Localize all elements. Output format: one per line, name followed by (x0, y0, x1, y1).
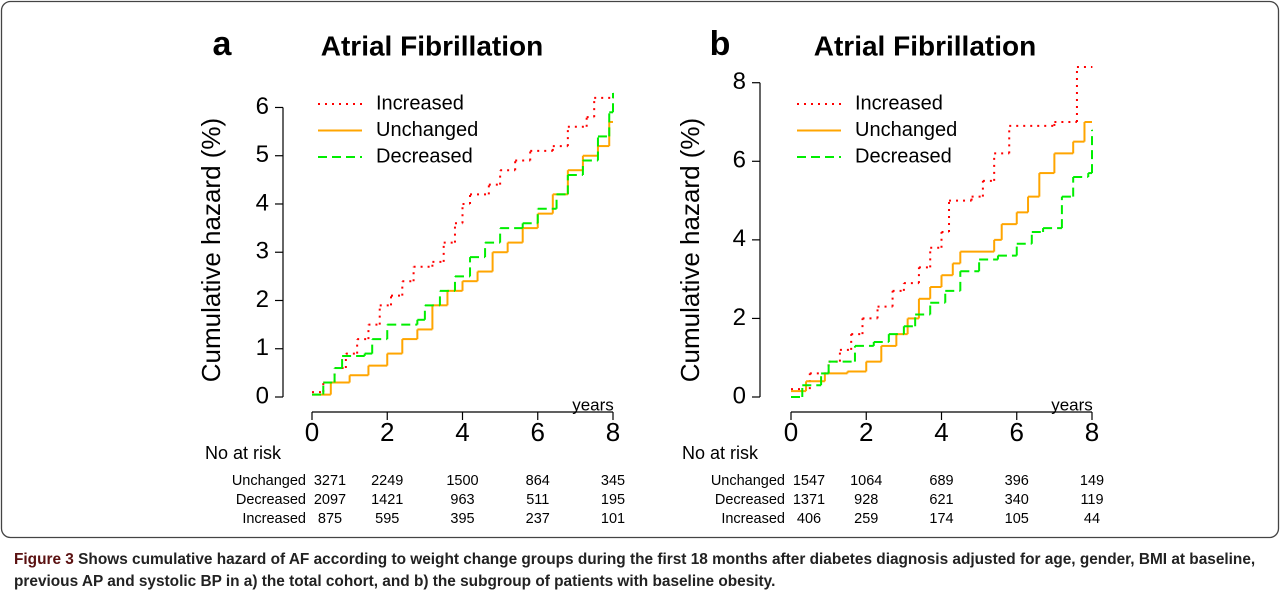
risk-row-label: Unchanged (711, 473, 785, 489)
x-tick-label: 0 (305, 417, 319, 447)
legend-label: Increased (855, 92, 943, 114)
y-axis-label: Cumulative hazard (%) (196, 118, 226, 382)
caption-label: Figure 3 (14, 551, 74, 568)
risk-value: 3271 (314, 473, 346, 489)
y-tick-label: 8 (733, 68, 746, 95)
y-tick-label: 0 (256, 382, 269, 409)
risk-value: 595 (375, 511, 399, 527)
legend-label: Decreased (376, 145, 473, 167)
risk-row-label: Decreased (715, 492, 785, 508)
risk-row-label: Decreased (236, 492, 306, 508)
legend-label: Increased (376, 92, 464, 114)
caption: Figure 3 Shows cumulative hazard of AF a… (14, 549, 1259, 592)
risk-value: 928 (854, 492, 878, 508)
risk-value: 1371 (793, 492, 825, 508)
y-tick-label: 1 (256, 334, 269, 361)
risk-value: 395 (450, 511, 474, 527)
y-tick-label: 4 (733, 225, 746, 252)
x-tick-label: 6 (1010, 417, 1024, 447)
y-tick-label: 2 (733, 304, 746, 331)
y-tick-label: 4 (256, 189, 269, 216)
x-tick-label: 4 (455, 417, 469, 447)
y-tick-label: 5 (256, 141, 269, 168)
risk-value: 237 (526, 511, 550, 527)
risk-value: 2097 (314, 492, 346, 508)
panel-label: a (213, 25, 233, 63)
y-tick-label: 3 (256, 238, 269, 265)
x-tick-label: 2 (859, 417, 873, 447)
legend-label: Unchanged (376, 119, 478, 141)
chart-title: Atrial Fibrillation (814, 30, 1036, 61)
y-tick-label: 6 (733, 147, 746, 174)
caption-text: Shows cumulative hazard of AF according … (14, 551, 1256, 590)
risk-value: 689 (929, 473, 953, 489)
risk-value: 44 (1084, 511, 1100, 527)
risk-value: 875 (318, 511, 342, 527)
x-tick-label: 2 (380, 417, 394, 447)
panel-label: b (710, 25, 731, 63)
risk-value: 1547 (793, 473, 825, 489)
legend-label: Unchanged (855, 119, 957, 141)
legend-label: Decreased (855, 145, 952, 167)
y-tick-label: 2 (256, 286, 269, 313)
risk-value: 149 (1080, 473, 1104, 489)
x-axis-label: years (1051, 395, 1093, 414)
risk-row-label: Unchanged (232, 473, 306, 489)
risk-value: 101 (601, 511, 625, 527)
x-tick-label: 0 (784, 417, 798, 447)
risk-value: 345 (601, 473, 625, 489)
risk-value: 864 (526, 473, 550, 489)
risk-table-title: No at risk (682, 443, 759, 463)
risk-row-label: Increased (721, 511, 785, 527)
risk-value: 2249 (371, 473, 403, 489)
risk-value: 511 (526, 492, 549, 508)
x-tick-label: 8 (606, 417, 620, 447)
risk-value: 259 (854, 511, 878, 527)
risk-value: 195 (601, 492, 625, 508)
risk-value: 406 (797, 511, 821, 527)
x-tick-label: 8 (1085, 417, 1099, 447)
risk-table-title: No at risk (205, 443, 282, 463)
risk-value: 174 (929, 511, 953, 527)
x-tick-label: 6 (531, 417, 545, 447)
x-tick-label: 4 (934, 417, 948, 447)
y-tick-label: 0 (733, 382, 746, 409)
risk-value: 963 (450, 492, 474, 508)
risk-value: 1500 (446, 473, 478, 489)
risk-value: 1421 (371, 492, 403, 508)
x-axis-label: years (572, 395, 614, 414)
risk-value: 119 (1080, 492, 1103, 508)
risk-value: 340 (1005, 492, 1029, 508)
risk-value: 396 (1005, 473, 1029, 489)
y-tick-label: 6 (256, 93, 269, 120)
figure-border (0, 0, 1280, 539)
risk-value: 105 (1005, 511, 1029, 527)
y-axis-label: Cumulative hazard (%) (675, 118, 705, 382)
risk-value: 1064 (850, 473, 882, 489)
chart-title: Atrial Fibrillation (321, 30, 543, 61)
risk-value: 621 (929, 492, 953, 508)
risk-row-label: Increased (242, 511, 306, 527)
